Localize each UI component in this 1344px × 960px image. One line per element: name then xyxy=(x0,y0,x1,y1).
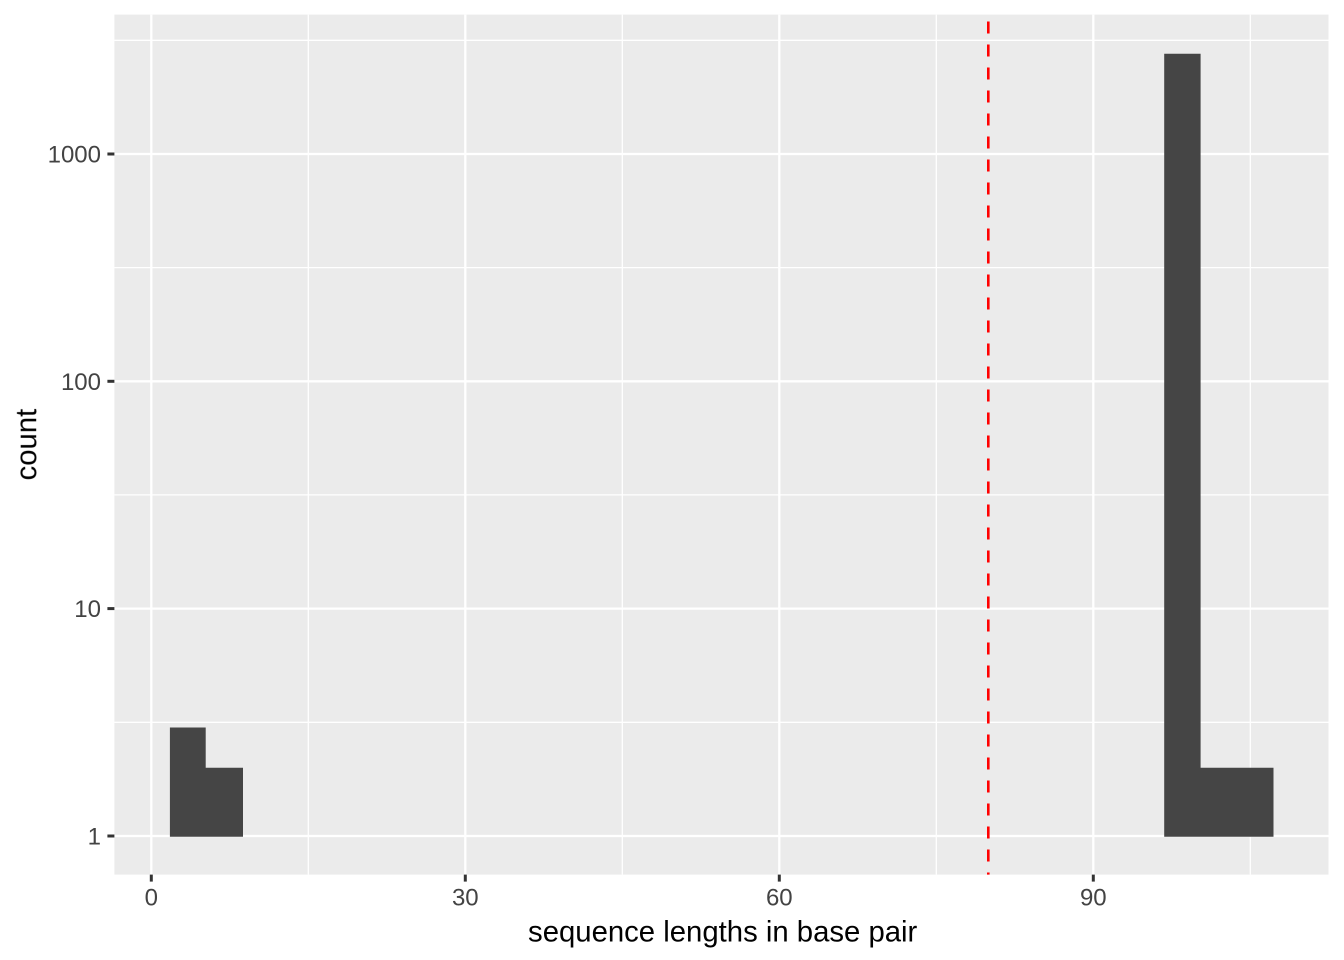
svg-text:0: 0 xyxy=(145,885,158,912)
svg-text:100: 100 xyxy=(61,369,101,396)
svg-text:10: 10 xyxy=(74,596,101,623)
svg-text:90: 90 xyxy=(1080,885,1107,912)
svg-text:1: 1 xyxy=(88,824,101,851)
svg-text:60: 60 xyxy=(766,885,793,912)
svg-text:sequence lengths in base pair: sequence lengths in base pair xyxy=(528,916,918,949)
svg-text:1000: 1000 xyxy=(48,142,101,169)
svg-text:30: 30 xyxy=(452,885,479,912)
svg-text:count: count xyxy=(10,409,43,481)
